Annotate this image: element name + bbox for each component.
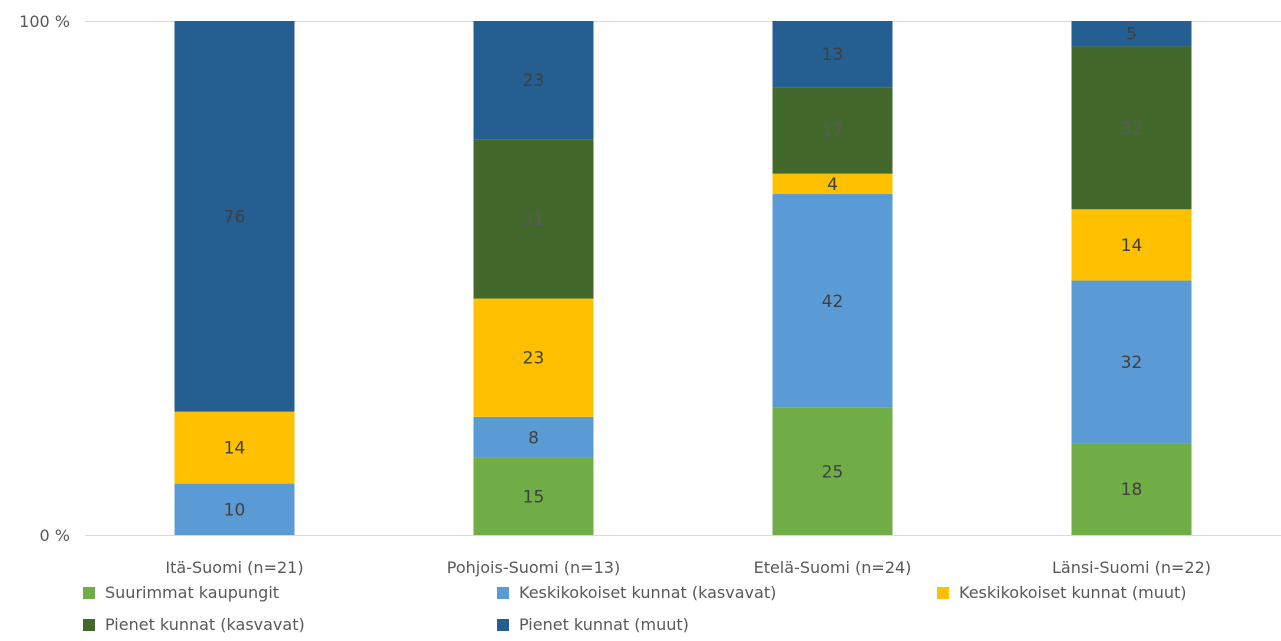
legend-item: Pienet kunnat (muut): [497, 615, 689, 634]
legend: Suurimmat kaupungit Keskikokoiset kunnat …: [83, 583, 1187, 634]
x-tick-label: Pohjois-Suomi (n=13): [447, 558, 620, 577]
legend-label: Suurimmat kaupungit: [105, 583, 279, 602]
legend-label: Keskikokoiset kunnat (kasvavat): [519, 583, 776, 602]
legend-swatch: [497, 587, 509, 599]
data-label: 17: [822, 121, 844, 141]
x-tick-label: Länsi-Suomi (n=22): [1052, 558, 1211, 577]
legend-item: Suurimmat kaupungit: [83, 583, 279, 602]
y-tick-label: 0 %: [40, 526, 70, 545]
bar-segment: [1071, 46, 1192, 210]
x-tick-label: Etelä-Suomi (n=24): [754, 558, 912, 577]
data-label: 4: [827, 175, 838, 195]
bars-layer: [174, 21, 1192, 535]
bar-segment: [772, 194, 893, 408]
x-tick-label: Itä-Suomi (n=21): [165, 558, 303, 577]
data-label: 76: [224, 207, 246, 227]
data-label: 8: [528, 428, 539, 448]
bar-segment: [772, 21, 893, 88]
data-label: 14: [1121, 236, 1143, 256]
legend-swatch: [497, 619, 509, 631]
data-label: 10: [224, 500, 246, 520]
bar-segment: [1071, 443, 1192, 535]
data-label: 32: [1121, 353, 1143, 373]
legend-swatch: [83, 587, 95, 599]
legend-item: Keskikokoiset kunnat (kasvavat): [497, 583, 776, 602]
legend-item: Pienet kunnat (kasvavat): [83, 615, 305, 634]
data-label: 42: [822, 292, 844, 312]
bar-segment: [772, 87, 893, 174]
legend-swatch: [83, 619, 95, 631]
bar-segment: [772, 173, 893, 195]
legend-label: Pienet kunnat (muut): [519, 615, 689, 634]
bar-segment: [1071, 280, 1192, 444]
legend-label: Keskikokoiset kunnat (muut): [959, 583, 1187, 602]
bar-segment: [174, 21, 295, 412]
bar-segment: [1071, 21, 1192, 47]
bar-segment: [473, 457, 594, 535]
data-label: 18: [1121, 480, 1143, 500]
bar-segment: [772, 407, 893, 535]
data-label: 31: [523, 210, 545, 230]
data-label: 14: [224, 439, 246, 459]
bar-segment: [473, 416, 594, 458]
data-label: 32: [1121, 119, 1143, 139]
bar-segment: [174, 483, 295, 535]
bar-segment: [473, 298, 594, 417]
data-label: 23: [523, 71, 545, 91]
legend-swatch: [937, 587, 949, 599]
bar-segment: [473, 21, 594, 140]
bar-segment: [473, 139, 594, 299]
data-label: 13: [822, 45, 844, 65]
data-label: 15: [523, 487, 545, 507]
y-tick-label: 100 %: [19, 12, 70, 31]
legend-label: Pienet kunnat (kasvavat): [105, 615, 305, 634]
bar-segment: [174, 411, 295, 484]
data-label: 5: [1126, 25, 1137, 45]
data-label: 23: [523, 349, 545, 369]
data-label: 25: [822, 462, 844, 482]
bar-segment: [1071, 209, 1192, 281]
axis-layer: 0 % 100 % Itä-Suomi (n=21) Pohjois-Suomi (n…: [19, 12, 1281, 577]
data-labels-layer: 10 14 76 15 8 23 31 23 25 42 4 17 13 18 32 14 32 5: [224, 25, 1143, 521]
legend-item: Keskikokoiset kunnat (muut): [937, 583, 1187, 602]
